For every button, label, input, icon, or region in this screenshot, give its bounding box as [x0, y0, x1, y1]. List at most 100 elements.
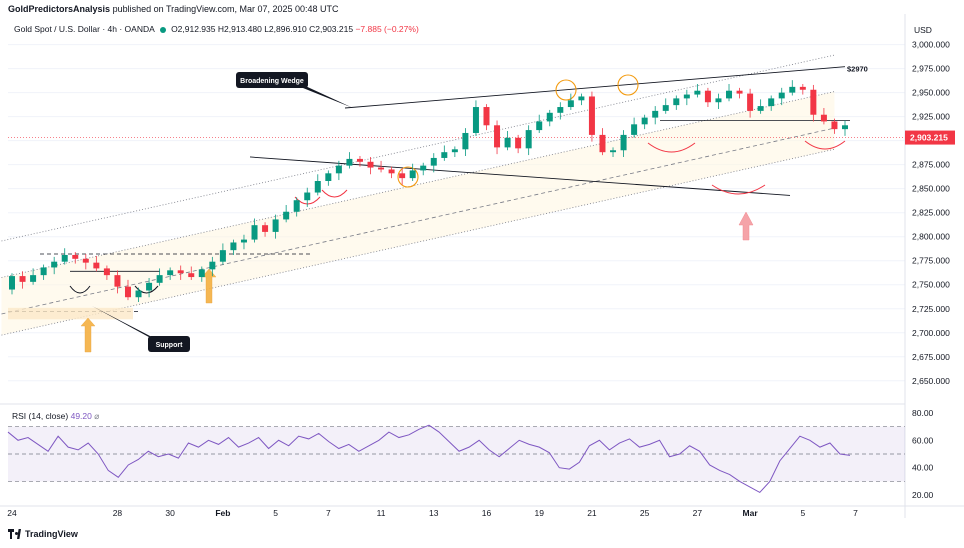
candle[interactable] — [146, 278, 153, 298]
candle[interactable] — [472, 100, 479, 136]
candle[interactable] — [240, 234, 247, 250]
candle[interactable] — [399, 168, 406, 185]
candle-body — [736, 90, 743, 94]
candle[interactable] — [325, 170, 332, 186]
candle[interactable] — [93, 255, 100, 272]
candle[interactable] — [799, 83, 806, 95]
candle[interactable] — [135, 287, 142, 303]
rsi-label[interactable]: RSI (14, close) — [12, 411, 69, 421]
currency-label: USD — [914, 25, 932, 35]
last-price-tag — [905, 130, 955, 145]
candle[interactable] — [662, 98, 669, 114]
candle[interactable] — [441, 145, 448, 161]
candle[interactable] — [694, 83, 701, 98]
candle[interactable] — [715, 93, 722, 109]
candle[interactable] — [652, 106, 659, 125]
candle[interactable] — [304, 187, 311, 207]
candle-body — [293, 200, 300, 212]
candle[interactable] — [9, 273, 15, 295]
candle[interactable] — [588, 91, 595, 142]
candle[interactable] — [536, 114, 543, 133]
candle[interactable] — [483, 104, 490, 131]
candle[interactable] — [335, 160, 342, 181]
time-axis: 24 28 30 Feb 5 7 11 13 16 19 21 25 27 Mar 5 7 — [7, 508, 858, 518]
candle[interactable] — [198, 266, 205, 282]
candle[interactable] — [578, 93, 585, 106]
candle[interactable] — [156, 268, 163, 286]
candle[interactable] — [420, 162, 427, 176]
rsi-eye-icon[interactable]: ⌀ — [94, 411, 100, 421]
candle-body — [167, 270, 174, 276]
candle[interactable] — [388, 166, 395, 179]
candle[interactable] — [219, 243, 226, 265]
candle[interactable] — [525, 125, 532, 156]
candle[interactable] — [778, 87, 785, 106]
candle[interactable] — [167, 267, 174, 280]
support-callout-pointer — [92, 306, 158, 342]
cup-arc — [69, 285, 91, 294]
candle[interactable] — [409, 163, 416, 181]
price-tick-label: 2,950.000 — [912, 88, 950, 98]
candle[interactable] — [557, 102, 564, 120]
candle[interactable] — [262, 222, 269, 237]
candle[interactable] — [61, 248, 68, 265]
tradingview-footer[interactable]: TradingView — [8, 529, 78, 539]
candle[interactable] — [451, 146, 458, 157]
candle[interactable] — [546, 109, 553, 127]
candle[interactable] — [356, 156, 363, 167]
candle[interactable] — [789, 80, 796, 96]
candle[interactable] — [462, 128, 469, 157]
candle[interactable] — [599, 128, 606, 156]
candle[interactable] — [51, 256, 58, 275]
candle[interactable] — [283, 205, 290, 223]
candle[interactable] — [494, 120, 501, 155]
candle[interactable] — [747, 88, 754, 118]
publish-info: published on TradingView.com, Mar 07, 20… — [112, 4, 339, 14]
candle[interactable] — [768, 95, 775, 111]
candle[interactable] — [831, 118, 838, 134]
candle[interactable] — [704, 87, 711, 108]
candle[interactable] — [641, 114, 648, 130]
candle[interactable] — [810, 84, 817, 122]
candle[interactable] — [251, 218, 258, 243]
candle[interactable] — [209, 256, 216, 277]
candle[interactable] — [515, 134, 522, 154]
candle[interactable] — [683, 89, 690, 106]
candle-body — [9, 276, 15, 290]
candle[interactable] — [673, 95, 680, 110]
candle[interactable] — [842, 120, 848, 136]
candle[interactable] — [293, 197, 300, 217]
candle[interactable] — [620, 130, 627, 157]
candle[interactable] — [124, 279, 131, 301]
candle[interactable] — [19, 271, 26, 289]
candle[interactable] — [726, 83, 733, 102]
candle[interactable] — [367, 156, 374, 175]
candle[interactable] — [272, 214, 279, 239]
candle[interactable] — [40, 264, 47, 280]
candle[interactable] — [72, 252, 79, 264]
candle[interactable] — [610, 147, 617, 157]
candle[interactable] — [346, 152, 353, 169]
candle[interactable] — [430, 153, 437, 173]
time-tick-label: Mar — [743, 508, 759, 518]
candle[interactable] — [820, 108, 827, 125]
candle[interactable] — [230, 239, 237, 255]
candle-body — [504, 137, 511, 148]
candle[interactable] — [504, 131, 511, 151]
candle[interactable] — [30, 268, 37, 285]
candle-body — [494, 125, 501, 148]
candle[interactable] — [378, 160, 385, 173]
candle[interactable] — [567, 93, 574, 110]
candle[interactable] — [103, 265, 110, 280]
candle[interactable] — [736, 87, 743, 99]
candle[interactable] — [188, 266, 195, 280]
symbol-name[interactable]: Gold Spot / U.S. Dollar · 4h · OANDA — [14, 24, 155, 34]
cup-arc — [647, 142, 696, 153]
candle[interactable] — [631, 117, 638, 138]
candle[interactable] — [82, 254, 89, 270]
candle[interactable] — [757, 99, 764, 114]
candle[interactable] — [314, 174, 321, 196]
candle[interactable] — [114, 270, 121, 294]
candle[interactable] — [177, 265, 184, 280]
